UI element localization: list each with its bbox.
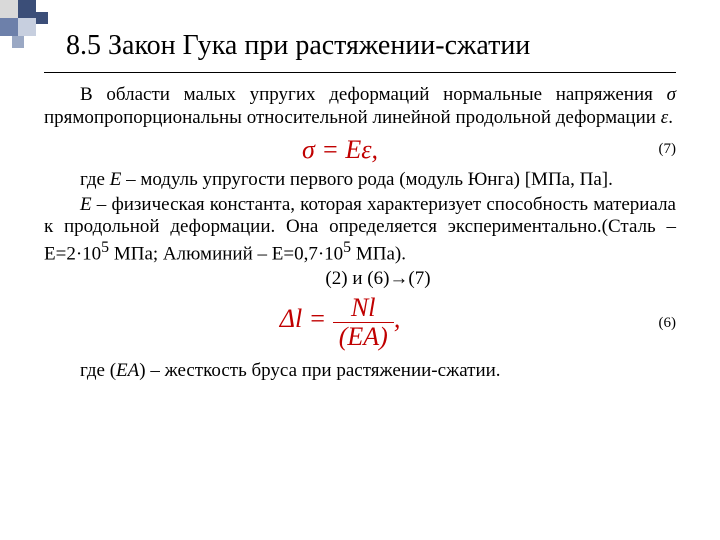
p1-text-b: прямопропорциональны относительной линей… [44,107,661,128]
paragraph-2: где Е – модуль упругости первого рода (м… [44,169,676,192]
paragraph-4: где (ЕА) – жесткость бруса при растяжени… [44,360,676,383]
title-underline [44,72,676,73]
modulus-E: Е [80,194,92,215]
decor-square [0,18,18,36]
decor-square [0,0,18,18]
section-title: 8.5 Закон Гука при растяжении-сжатии [66,30,676,62]
modulus-E: Е [110,169,122,190]
decor-square [18,18,36,36]
decor-square [18,0,36,18]
p1-text-a: В области малых упругих деформаций норма… [80,84,667,105]
decor-square [12,36,24,48]
corner-decoration [0,0,48,48]
paragraph-1: В области малых упругих деформаций норма… [44,84,676,130]
EA-symbol: ЕА [116,360,139,381]
paragraph-3: Е – физическая константа, которая характ… [44,194,676,267]
p1-text-c: . [668,107,673,128]
exponent-2: 5 [343,239,351,256]
formula-2-row: Δl = Nl(EA), (6) [44,295,676,350]
formula-1-number: (7) [636,140,676,158]
p2-text-b: – модуль упругости первого рода (модуль … [121,169,613,190]
p4-text-a: где ( [80,360,116,381]
formula-2: Δl = Nl(EA), [44,295,636,350]
p2-text-a: где [80,169,110,190]
exponent-1: 5 [101,239,109,256]
formula-1-text: σ = Eε, [302,135,378,164]
formula-1-row: σ = Eε, (7) [44,134,676,165]
formula-2-fraction: Nl(EA) [333,295,394,350]
formula-2-number: (6) [636,314,676,332]
formula-2-denominator: (EA) [333,323,394,350]
decor-square [36,12,48,24]
body-text: В области малых упругих деформаций норма… [44,84,676,383]
p3-text-b: МПа; Алюминий – Е=0,7·10 [109,244,343,265]
p4-text-b: ) – жесткость бруса при растяжении-сжати… [139,360,500,381]
p3-text-c: МПа). [351,244,406,265]
formula-1: σ = Eε, [44,134,636,165]
formula-2-numerator: Nl [333,295,394,323]
derivation-line: (2) и (6)→(7) [44,268,676,291]
sigma-symbol: σ [667,84,676,105]
formula-2-lhs: Δl = [280,304,333,333]
formula-2-tail: , [394,304,401,333]
